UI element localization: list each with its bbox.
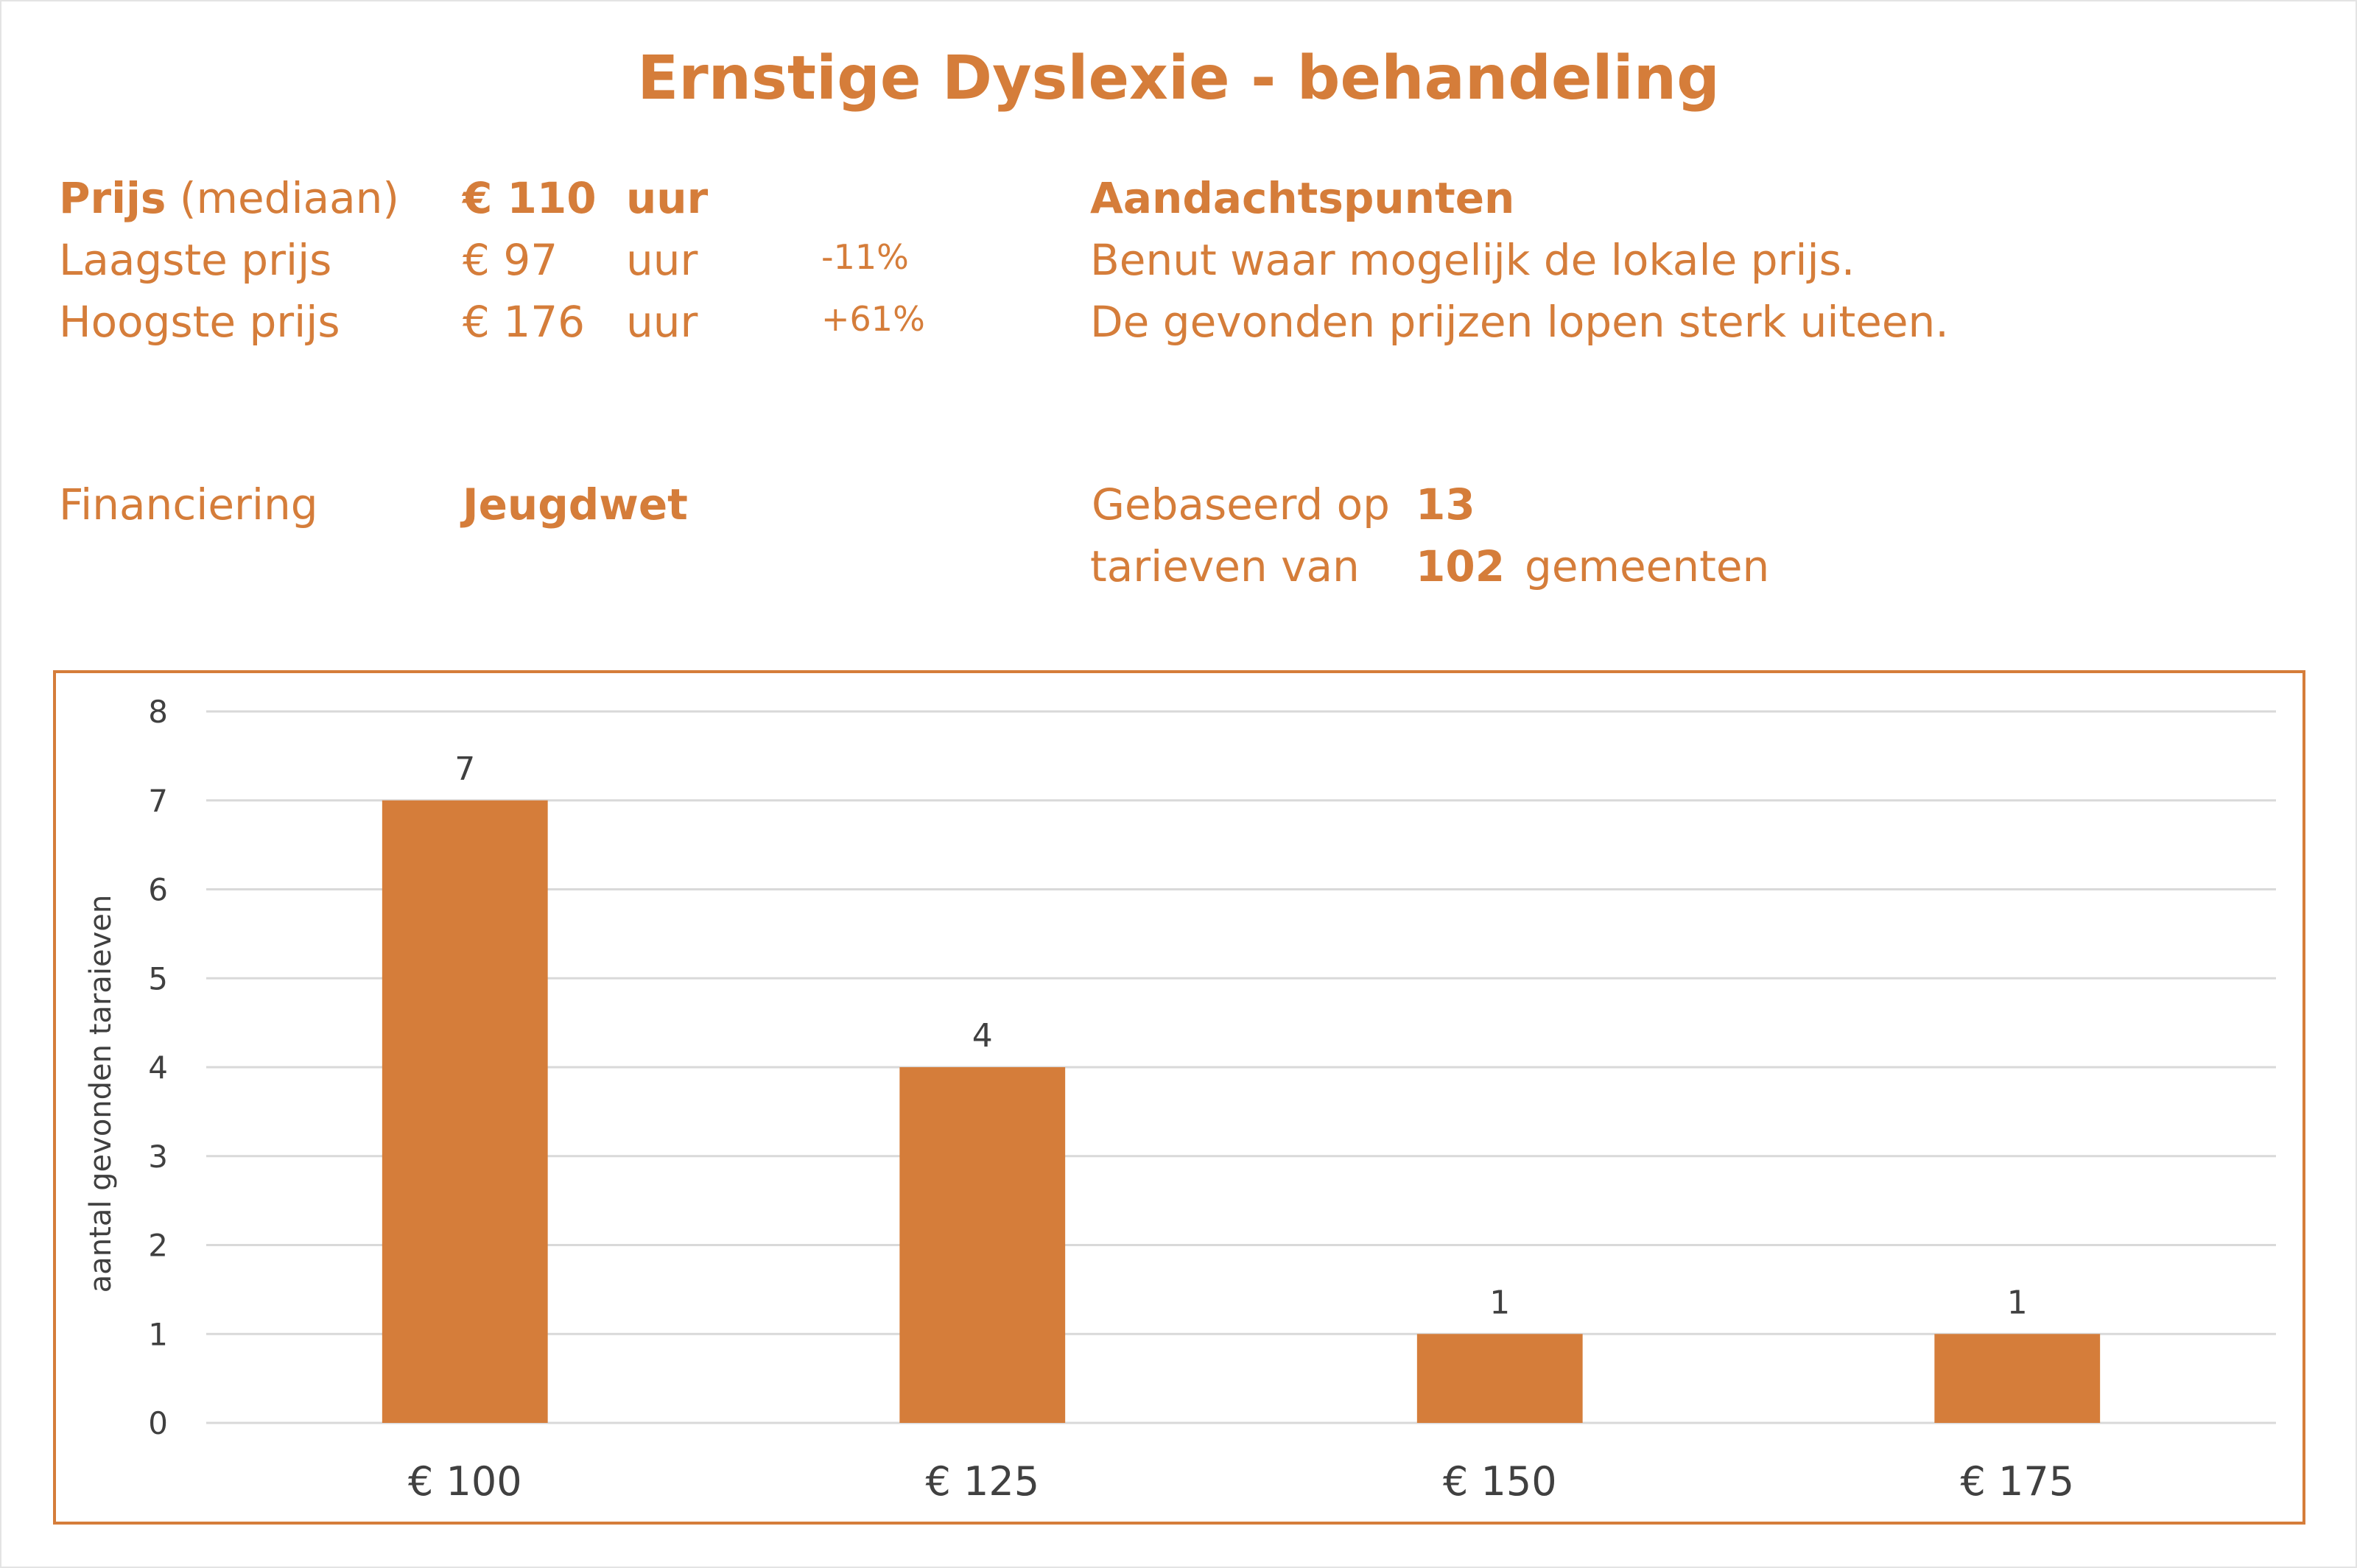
y-axis-ticks: 0 1 2 3 4 5 6 7 8 xyxy=(148,694,168,1441)
basis-count-1: 13 xyxy=(1416,479,1475,530)
x-tick-label: € 150 xyxy=(1443,1458,1557,1505)
low-price-label: Laagste prijs xyxy=(59,235,332,285)
high-price-label: Hoogste prijs xyxy=(59,297,340,347)
median-price-value: € 110 xyxy=(463,173,597,223)
data-label: 7 xyxy=(454,750,475,788)
basis-label-1: Gebaseerd op xyxy=(1092,479,1390,530)
data-labels: 7 4 1 1 xyxy=(454,750,2028,1322)
chart-box xyxy=(53,670,2305,1525)
x-tick-label: € 100 xyxy=(408,1458,522,1505)
median-label: Prijs xyxy=(59,173,166,223)
bar xyxy=(1416,1334,1583,1423)
chart-grid xyxy=(206,710,2276,1424)
x-tick-label: € 125 xyxy=(925,1458,1039,1505)
high-price-unit: uur xyxy=(626,297,698,347)
financing-value: Jeugdwet xyxy=(463,479,688,530)
data-label: 1 xyxy=(1489,1284,1510,1321)
bar xyxy=(382,800,548,1423)
y-axis-label: aantal gevonden taraieven xyxy=(84,895,118,1293)
median-suffix: (mediaan) xyxy=(179,173,400,223)
data-label: 4 xyxy=(972,1017,993,1055)
y-tick-label: 8 xyxy=(148,694,168,730)
low-price-pct: -11% xyxy=(821,237,909,277)
median-price-unit: uur xyxy=(626,173,709,223)
financing-label: Financiering xyxy=(59,479,318,530)
low-price-unit: uur xyxy=(626,235,698,285)
attention-line-2: De gevonden prijzen lopen sterk uiteen. xyxy=(1090,297,1949,347)
y-tick-label: 6 xyxy=(148,872,168,908)
page-title: Ernstige Dyslexie - behandeling xyxy=(637,43,1720,113)
chart-bars xyxy=(382,800,2101,1423)
attention-line-1: Benut waar mogelijk de lokale prijs. xyxy=(1090,235,1855,285)
y-tick-label: 4 xyxy=(148,1050,168,1086)
y-tick-label: 1 xyxy=(148,1316,168,1352)
basis-label-2: tarieven van xyxy=(1090,541,1360,591)
x-tick-label: € 175 xyxy=(1960,1458,2074,1505)
y-tick-label: 0 xyxy=(148,1405,168,1441)
high-price-pct: +61% xyxy=(821,299,925,339)
y-tick-label: 2 xyxy=(148,1228,168,1264)
data-label: 1 xyxy=(2007,1284,2028,1321)
basis-count-2: 102 xyxy=(1416,541,1506,591)
median-price-label: Prijs (mediaan) xyxy=(59,177,399,219)
basis-label-3: gemeenten xyxy=(1525,541,1770,591)
y-tick-label: 5 xyxy=(148,960,168,996)
low-price-value: € 97 xyxy=(463,235,558,285)
y-tick-label: 7 xyxy=(148,783,168,819)
bar xyxy=(899,1067,1066,1423)
high-price-value: € 176 xyxy=(463,297,586,347)
attention-heading: Aandachtspunten xyxy=(1090,173,1515,223)
x-axis-labels: € 100 € 125 € 150 € 175 xyxy=(408,1458,2074,1505)
y-tick-label: 3 xyxy=(148,1139,168,1175)
bar xyxy=(1934,1334,2101,1423)
